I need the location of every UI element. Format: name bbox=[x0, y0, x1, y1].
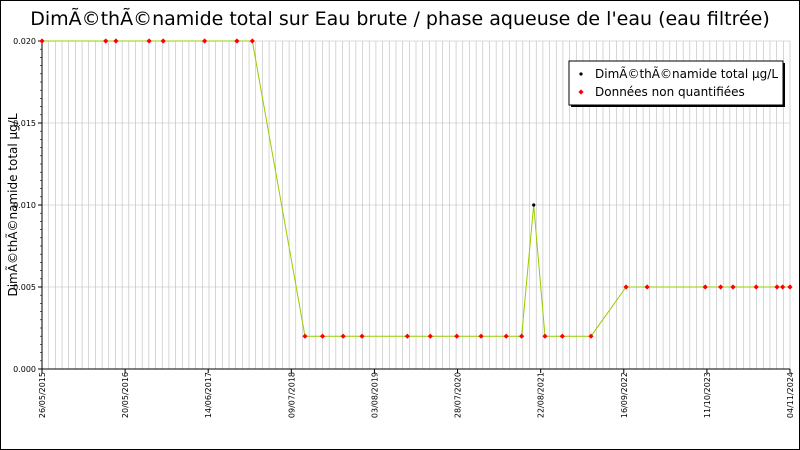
data-point-non-quantified bbox=[160, 38, 166, 44]
data-point-non-quantified bbox=[103, 38, 109, 44]
x-tick-label: 14/06/2017 bbox=[204, 372, 213, 418]
data-point-non-quantified bbox=[202, 38, 208, 44]
data-point-non-quantified bbox=[319, 333, 326, 339]
legend-box bbox=[568, 60, 784, 106]
x-tick-label: 03/08/2019 bbox=[370, 372, 379, 418]
x-tick-label: 22/08/2021 bbox=[537, 372, 546, 418]
data-point-non-quantified bbox=[780, 284, 786, 290]
y-tick-label: 0.000 bbox=[13, 365, 36, 374]
legend-marker-non-quantified bbox=[578, 89, 584, 95]
x-tick-label: 16/09/2022 bbox=[620, 372, 629, 418]
legend-label: Données non quantifiées bbox=[595, 85, 745, 99]
data-point-non-quantified bbox=[753, 284, 759, 290]
data-point-quantified bbox=[532, 203, 536, 207]
data-point-non-quantified bbox=[559, 333, 565, 339]
data-point-non-quantified bbox=[588, 333, 594, 339]
data-point-non-quantified bbox=[359, 333, 365, 339]
y-axis-title: DimÃ©thÃ©namide total µg/L bbox=[5, 113, 20, 296]
y-tick-label: 0.005 bbox=[13, 283, 36, 292]
data-point-non-quantified bbox=[302, 333, 308, 339]
y-tick-label: 0.010 bbox=[13, 201, 36, 210]
data-point-non-quantified bbox=[787, 284, 793, 290]
x-tick-label: 20/05/2016 bbox=[121, 372, 130, 418]
x-tick-label: 09/07/2018 bbox=[287, 372, 296, 418]
y-tick-label: 0.020 bbox=[13, 37, 36, 46]
data-point-non-quantified bbox=[427, 333, 433, 339]
data-point-non-quantified bbox=[730, 284, 736, 290]
x-tick-label: 28/07/2020 bbox=[454, 372, 463, 418]
x-tick-label: 11/10/2023 bbox=[703, 372, 712, 418]
data-point-non-quantified bbox=[478, 333, 484, 339]
y-tick-label: 0.015 bbox=[13, 119, 36, 128]
data-point-non-quantified bbox=[404, 333, 410, 339]
data-point-non-quantified bbox=[39, 38, 45, 44]
x-tick-label: 04/11/2024 bbox=[786, 372, 795, 418]
data-point-non-quantified bbox=[454, 333, 460, 339]
legend-marker-quantified bbox=[579, 72, 583, 76]
data-point-non-quantified bbox=[718, 284, 724, 290]
data-point-non-quantified bbox=[518, 333, 525, 339]
data-point-non-quantified bbox=[623, 284, 629, 290]
data-point-non-quantified bbox=[340, 333, 346, 339]
data-point-non-quantified bbox=[542, 333, 548, 339]
data-point-non-quantified bbox=[113, 38, 119, 44]
data-point-non-quantified bbox=[644, 284, 650, 290]
chart-title: DimÃ©thÃ©namide total sur Eau brute / ph… bbox=[30, 8, 770, 30]
data-point-non-quantified bbox=[702, 284, 708, 290]
data-point-non-quantified bbox=[249, 38, 255, 44]
data-point-non-quantified bbox=[146, 38, 152, 44]
data-point-non-quantified bbox=[503, 333, 509, 339]
legend-label: DimÃ©thÃ©namide total µg/L bbox=[595, 66, 778, 81]
data-point-non-quantified bbox=[774, 284, 780, 290]
x-tick-label: 26/05/2015 bbox=[38, 372, 47, 418]
data-point-non-quantified bbox=[234, 38, 240, 44]
